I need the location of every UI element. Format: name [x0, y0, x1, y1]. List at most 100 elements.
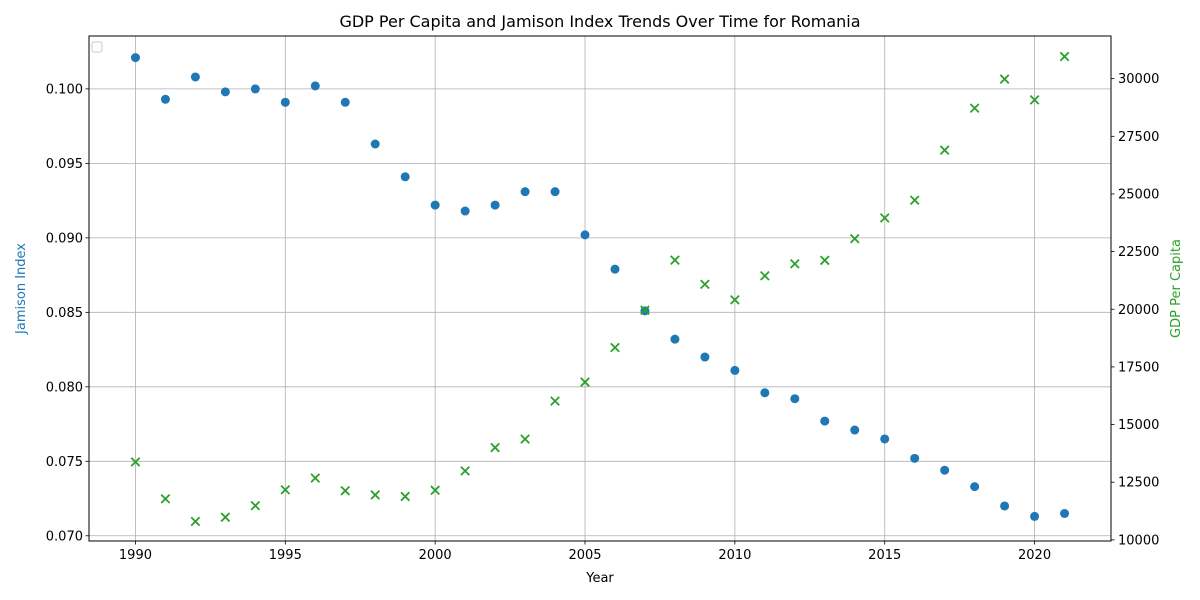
gdp-per-capita-point: [909, 195, 920, 206]
gdp-per-capita-point: [130, 457, 141, 467]
jamison-index-point: [460, 206, 470, 216]
jamison-index-point: [490, 200, 500, 210]
plot-frame: [88, 35, 1112, 542]
jamison-index-point: [520, 187, 530, 197]
jamison-index-point: [760, 388, 770, 398]
y-right-tick-label: 17500: [1118, 360, 1159, 375]
gdp-per-capita-series: [130, 51, 1070, 527]
jamison-index-point: [430, 200, 440, 210]
gdp-per-capita-point: [400, 491, 411, 502]
x-tick-label: 1995: [269, 548, 302, 563]
gdp-per-capita-point: [190, 516, 201, 527]
x-tick-label: 2010: [718, 548, 751, 563]
jamison-index-point: [880, 434, 890, 444]
gdp-per-capita-point: [700, 279, 710, 290]
jamison-index-point: [850, 425, 860, 435]
y-axis-left-title: Jamison Index: [14, 243, 29, 335]
gdp-per-capita-point: [879, 213, 890, 223]
y-right-tick-label: 27500: [1118, 130, 1159, 145]
y-right-tick-label: 12500: [1118, 476, 1159, 491]
y-left-tick-label: 0.085: [46, 306, 83, 321]
grid-lines: [89, 36, 1111, 541]
jamison-index-point: [730, 365, 740, 375]
y-right-tick-label: 15000: [1118, 418, 1159, 433]
jamison-index-point: [1000, 501, 1010, 511]
y-right-tick-label: 22500: [1118, 245, 1159, 260]
y-right-tick-label: 30000: [1118, 72, 1159, 87]
gdp-per-capita-point: [789, 258, 800, 269]
gdp-per-capita-point: [610, 342, 620, 353]
jamison-index-point: [700, 352, 710, 362]
x-tick-label: 1990: [119, 548, 152, 563]
y-axis-left: 0.070 0.075 0.080 0.085 0.090 0.095 0.100: [46, 82, 89, 544]
x-axis: 1990 1995 2000 2005 2010 2015 2020: [119, 541, 1051, 563]
y-left-tick-label: 0.090: [46, 231, 83, 246]
x-tick-label: 2020: [1018, 548, 1051, 563]
gdp-per-capita-point: [460, 466, 470, 476]
gdp-per-capita-point: [340, 485, 351, 496]
y-right-tick-label: 20000: [1118, 303, 1159, 318]
x-axis-title: Year: [585, 571, 614, 586]
y-axis-right: 10000 12500 15000 17500 20000 22500 25000 27500…: [1111, 72, 1159, 548]
y-axis-right-title: GDP Per Capita: [1169, 239, 1184, 338]
legend: [91, 41, 103, 53]
jamison-index-point: [130, 53, 140, 63]
jamison-index-point: [250, 84, 260, 94]
gdp-per-capita-point: [730, 294, 740, 305]
jamison-index-point: [1030, 511, 1040, 521]
legend-box: [91, 41, 103, 53]
x-tick-label: 2015: [868, 548, 901, 563]
gdp-per-capita-point: [939, 145, 950, 155]
gdp-per-capita-point: [250, 500, 261, 511]
gdp-per-capita-point: [670, 255, 680, 265]
jamison-index-point: [370, 139, 380, 149]
jamison-index-point: [1060, 508, 1070, 518]
gdp-per-capita-point: [849, 233, 860, 244]
gdp-per-capita-point: [370, 490, 381, 500]
gdp-per-capita-point: [1029, 95, 1040, 105]
gdp-per-capita-point: [969, 103, 980, 114]
gdp-per-capita-point: [280, 484, 291, 495]
gdp-per-capita-point: [760, 270, 770, 281]
gdp-per-capita-point: [310, 473, 321, 483]
gdp-per-capita-point: [1059, 51, 1070, 62]
gdp-per-capita-point: [819, 255, 830, 266]
gdp-per-capita-point: [999, 74, 1010, 84]
chart-title: GDP Per Capita and Jamison Index Trends …: [339, 12, 860, 31]
jamison-index-point: [340, 97, 350, 107]
gdp-per-capita-point: [430, 485, 440, 496]
y-left-tick-label: 0.080: [46, 380, 83, 395]
jamison-index-point: [910, 453, 920, 463]
jamison-index-point: [190, 72, 200, 82]
gdp-per-capita-point: [160, 493, 171, 504]
x-tick-label: 2005: [568, 548, 601, 563]
y-right-tick-label: 10000: [1118, 533, 1159, 548]
gdp-per-capita-point: [580, 377, 590, 387]
jamison-index-point: [940, 465, 950, 475]
jamison-index-point: [550, 187, 560, 197]
y-left-tick-label: 0.070: [46, 529, 83, 544]
jamison-index-point: [160, 94, 170, 104]
gdp-per-capita-point: [550, 396, 560, 406]
jamison-index-point: [670, 334, 680, 344]
gdp-per-capita-point: [220, 512, 231, 523]
jamison-index-point: [970, 482, 980, 492]
y-right-tick-label: 25000: [1118, 187, 1159, 202]
jamison-index-point: [580, 230, 590, 240]
x-tick-label: 2000: [419, 548, 452, 563]
jamison-index-point: [790, 394, 800, 404]
jamison-index-point: [280, 97, 290, 107]
jamison-index-point: [310, 81, 320, 91]
jamison-index-point: [610, 264, 620, 274]
y-left-tick-label: 0.075: [46, 455, 83, 470]
jamison-index-point: [820, 416, 830, 426]
gdp-per-capita-point: [640, 305, 650, 316]
jamison-index-point: [220, 87, 230, 97]
gdp-per-capita-point: [490, 442, 500, 453]
jamison-index-series: [130, 53, 1070, 521]
jamison-index-point: [400, 172, 410, 182]
y-left-tick-label: 0.100: [46, 82, 83, 97]
y-left-tick-label: 0.095: [46, 157, 83, 172]
gdp-per-capita-point: [520, 434, 530, 444]
